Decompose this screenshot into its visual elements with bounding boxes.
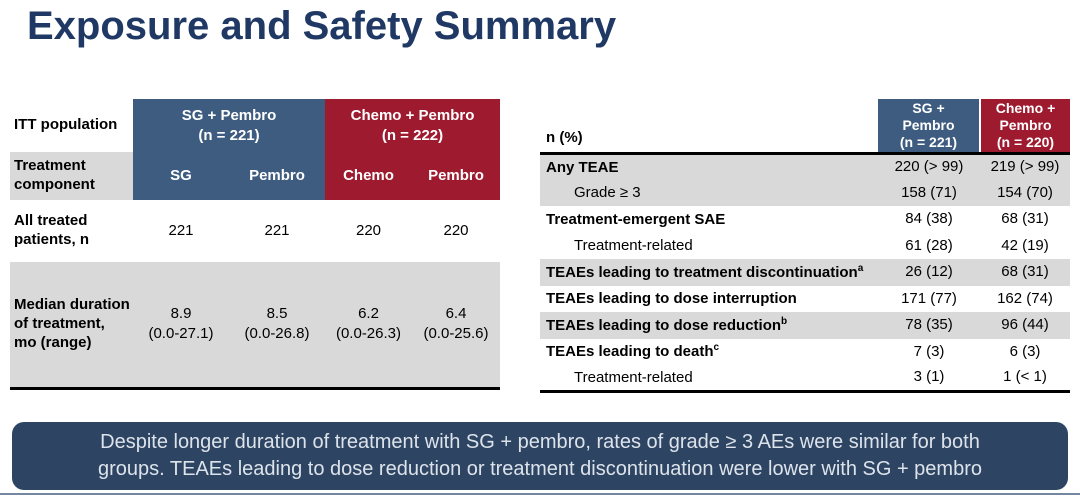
corner-header-itt-population: ITT population (14, 116, 118, 134)
cell-value: 68 (31) (980, 259, 1070, 286)
cell-value: 3 (1) (878, 365, 980, 393)
row-label: Treatment-related (540, 365, 878, 393)
cell-value: 220 (> 99) (878, 153, 980, 180)
table-row: Any TEAE 220 (> 99) 219 (> 99) (540, 153, 1070, 180)
cell-value: 221 (264, 221, 290, 239)
cell-value: 78 (35) (878, 312, 980, 339)
sub-header-chemo: Chemo (325, 152, 412, 200)
callout-banner: Despite longer duration of treatment wit… (12, 422, 1068, 490)
cell-value: 220 (355, 221, 382, 239)
row-label: TEAEs leading to treatment discontinuati… (540, 259, 878, 286)
cell-value: 171 (77) (901, 289, 957, 307)
cell-value: 26 (12) (878, 259, 980, 286)
group-header-chemo-pembro: Chemo + Pembro (n = 220) (979, 99, 1070, 155)
table-row: Treatment-related 3 (1) 1 (< 1) (540, 365, 1070, 393)
safety-header-row: n (%) SG + Pembro (n = 221) Chemo + Pemb… (540, 99, 1070, 155)
table-row: Median duration of treatment, mo (range)… (10, 262, 500, 390)
footnote-marker: b (781, 315, 788, 327)
page-title: Exposure and Safety Summary (27, 4, 617, 48)
bottom-divider (0, 493, 1080, 495)
table-row: TEAEs leading to dose reductionb 78 (35)… (540, 312, 1070, 339)
footnote-marker: c (713, 342, 720, 354)
table-row: TEAEs leading to treatment discontinuati… (540, 259, 1070, 286)
cell-value: 6 (3) (1009, 342, 1041, 360)
table-row: TEAEs leading to dose interruption 171 (… (540, 286, 1070, 313)
safety-table: n (%) SG + Pembro (n = 221) Chemo + Pemb… (540, 99, 1070, 393)
row-label: TEAEs leading to dose reductionb (540, 312, 878, 339)
cell-value: 6.2 (0.0-26.3) (325, 262, 412, 390)
row-label: TEAEs leading to deathc (546, 342, 720, 361)
row-label: Grade ≥ 3 (540, 179, 878, 206)
footnote-marker: a (857, 262, 864, 274)
cell-value: 96 (44) (980, 312, 1070, 339)
corner-header-n-percent: n (%) (540, 99, 878, 155)
group-header-sg-pembro: SG + Pembro (n = 221) (878, 99, 980, 155)
cell-value: 219 (> 99) (980, 153, 1070, 180)
cell-value: 6.4 (0.0-25.6) (412, 262, 500, 390)
group-header-chemo-pembro: Chemo + Pembro (n = 222) (325, 99, 500, 152)
exposure-table: ITT population SG + Pembro (n = 221) Che… (10, 99, 500, 390)
row-label-median-duration: Median duration of treatment, mo (range) (10, 262, 133, 390)
sub-header-sg: SG (133, 152, 229, 200)
cell-value: 1 (< 1) (980, 365, 1070, 393)
header-treatment-component: Treatment component (10, 152, 133, 200)
cell-value: 162 (74) (997, 289, 1053, 307)
cell-value: 8.5 (0.0-26.8) (229, 262, 325, 390)
cell-value: 61 (28) (905, 236, 953, 254)
group-header-sg-pembro: SG + Pembro (n = 221) (133, 99, 325, 152)
cell-value: 8.9 (0.0-27.1) (133, 262, 229, 390)
cell-value: 84 (38) (905, 210, 953, 228)
table-row: Grade ≥ 3 158 (71) 154 (70) (540, 179, 1070, 206)
exposure-header-row: ITT population SG + Pembro (n = 221) Che… (10, 99, 500, 152)
cell-value: 154 (70) (980, 179, 1070, 206)
table-row: Treatment-emergent SAE 84 (38) 68 (31) (540, 206, 1070, 233)
row-label: Treatment-related (574, 237, 693, 255)
table-row: Treatment-related 61 (28) 42 (19) (540, 233, 1070, 260)
sub-header-pembro-1: Pembro (229, 152, 325, 200)
cell-value: 7 (3) (913, 342, 945, 360)
row-label: TEAEs leading to dose interruption (546, 290, 797, 308)
cell-value: 221 (168, 221, 194, 239)
cell-value: 158 (71) (878, 179, 980, 206)
exposure-subheader-row: Treatment component SG Pembro Chemo Pemb… (10, 152, 500, 200)
cell-value: 220 (443, 221, 469, 239)
row-label: Treatment-emergent SAE (546, 210, 726, 228)
row-label: Any TEAE (540, 153, 878, 180)
table-row: All treated patients, n 221 221 220 220 (10, 200, 500, 262)
cell-value: 68 (31) (1001, 210, 1049, 228)
table-row: TEAEs leading to deathc 7 (3) 6 (3) (540, 339, 1070, 366)
callout-text: Despite longer duration of treatment wit… (98, 431, 982, 480)
cell-value: 42 (19) (1001, 236, 1049, 254)
sub-header-pembro-2: Pembro (412, 152, 500, 200)
row-label-all-treated: All treated patients, n (14, 212, 90, 248)
